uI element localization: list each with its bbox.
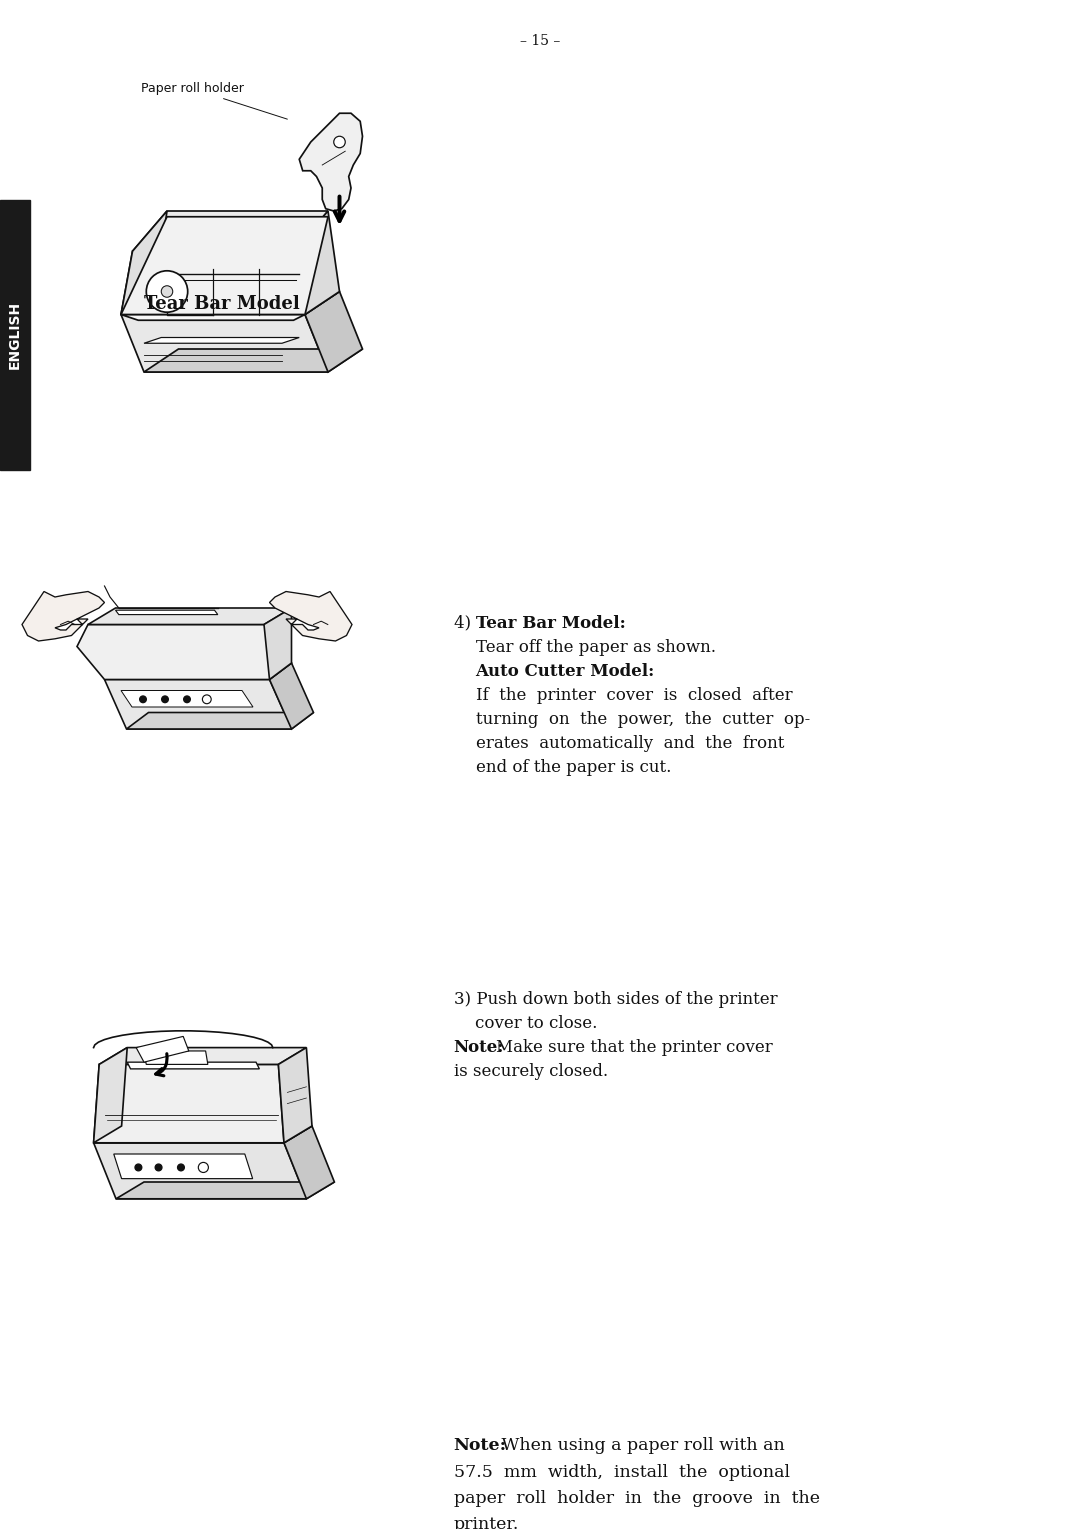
Text: 3) Push down both sides of the printer: 3) Push down both sides of the printer (454, 991, 778, 1008)
Polygon shape (22, 592, 105, 641)
Polygon shape (94, 1047, 127, 1142)
Polygon shape (127, 1063, 259, 1069)
Polygon shape (121, 691, 253, 706)
Text: Make sure that the printer cover: Make sure that the printer cover (496, 1038, 772, 1057)
Polygon shape (94, 1142, 307, 1199)
Polygon shape (121, 217, 328, 315)
Text: paper  roll  holder  in  the  groove  in  the: paper roll holder in the groove in the (454, 1489, 820, 1506)
Text: Tear off the paper as shown.: Tear off the paper as shown. (475, 639, 716, 656)
Polygon shape (121, 292, 339, 315)
Polygon shape (121, 315, 305, 320)
Polygon shape (94, 1125, 312, 1142)
Polygon shape (264, 609, 292, 679)
Circle shape (146, 271, 188, 312)
Circle shape (162, 696, 168, 703)
FancyBboxPatch shape (0, 200, 30, 469)
Text: Tear Bar Model:: Tear Bar Model: (475, 615, 625, 631)
Text: – 15 –: – 15 – (519, 34, 561, 47)
Text: end of the paper is cut.: end of the paper is cut. (475, 758, 671, 775)
Polygon shape (279, 1047, 312, 1142)
Polygon shape (77, 624, 292, 679)
Circle shape (177, 1164, 185, 1171)
Text: ENGLISH: ENGLISH (8, 301, 22, 368)
Text: Tear Bar Model: Tear Bar Model (144, 295, 299, 313)
Polygon shape (136, 1037, 189, 1063)
Circle shape (156, 1164, 162, 1171)
Circle shape (161, 286, 173, 297)
Polygon shape (121, 211, 167, 315)
Circle shape (184, 696, 190, 703)
Circle shape (199, 1162, 208, 1173)
Polygon shape (305, 292, 363, 372)
Polygon shape (133, 211, 328, 251)
Text: If  the  printer  cover  is  closed  after: If the printer cover is closed after (475, 687, 793, 703)
Circle shape (202, 694, 212, 703)
Polygon shape (121, 251, 305, 315)
Polygon shape (99, 1047, 307, 1064)
Circle shape (139, 696, 146, 703)
Polygon shape (294, 211, 339, 315)
Polygon shape (105, 679, 292, 729)
Text: When using a paper roll with an: When using a paper roll with an (496, 1437, 784, 1454)
Circle shape (334, 136, 346, 148)
Polygon shape (144, 349, 363, 372)
Polygon shape (270, 592, 352, 641)
Polygon shape (299, 113, 363, 211)
Polygon shape (116, 1182, 335, 1199)
Circle shape (135, 1164, 141, 1171)
Polygon shape (113, 1154, 253, 1179)
Text: Auto Cutter Model:: Auto Cutter Model: (475, 662, 654, 680)
Text: Paper roll holder: Paper roll holder (140, 83, 287, 119)
Polygon shape (87, 609, 292, 624)
Text: is securely closed.: is securely closed. (454, 1063, 608, 1079)
Polygon shape (94, 1064, 284, 1142)
Polygon shape (121, 315, 328, 372)
Polygon shape (126, 713, 313, 729)
Polygon shape (144, 338, 299, 342)
Polygon shape (284, 1125, 335, 1199)
Polygon shape (116, 610, 218, 615)
Text: Note:: Note: (454, 1038, 504, 1057)
Text: turning  on  the  power,  the  cutter  op-: turning on the power, the cutter op- (475, 711, 810, 728)
Text: 4): 4) (454, 615, 476, 631)
Text: printer.: printer. (454, 1517, 519, 1529)
Text: cover to close.: cover to close. (454, 1015, 597, 1032)
Text: 57.5  mm  width,  install  the  optional: 57.5 mm width, install the optional (454, 1463, 789, 1480)
Text: erates  automatically  and  the  front: erates automatically and the front (475, 734, 784, 752)
Polygon shape (270, 664, 313, 729)
Polygon shape (144, 1050, 207, 1064)
Text: Note:: Note: (454, 1437, 507, 1454)
